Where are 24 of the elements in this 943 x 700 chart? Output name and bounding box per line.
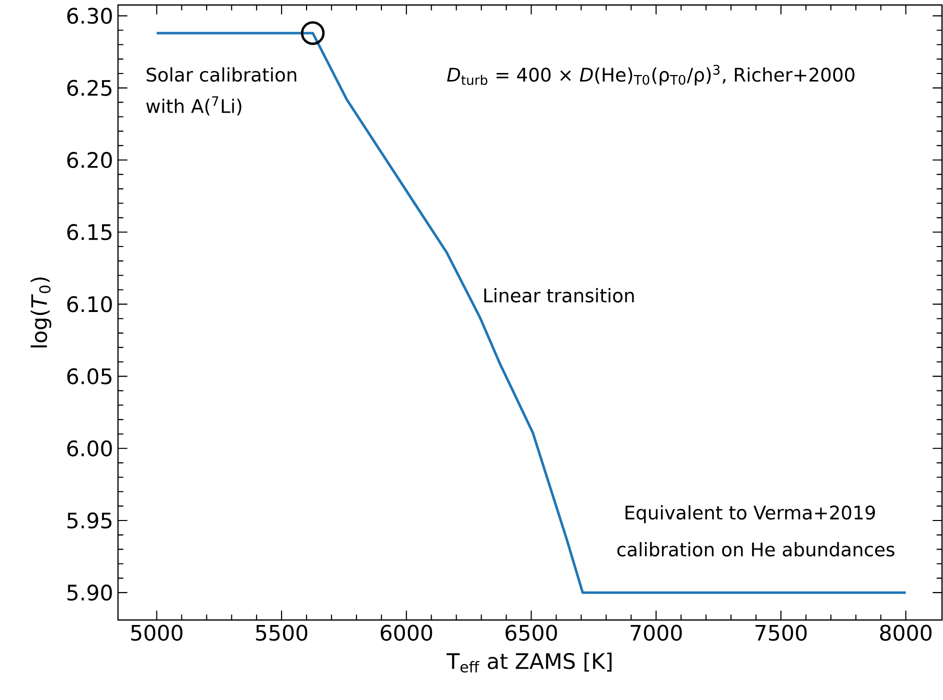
x-tick-label: 6000 xyxy=(380,624,432,641)
annotation: Equivalent to Verma+2019 xyxy=(626,505,875,524)
annotation: Linear transition xyxy=(484,288,634,302)
annotation: Solar calibration xyxy=(146,67,296,82)
x-tick-label: 8000 xyxy=(880,624,932,641)
x-tick-label: 7500 xyxy=(756,624,807,641)
y-tick-label: 5.90 xyxy=(67,584,112,601)
y-axis-title: log(T$_{0}$) xyxy=(30,277,52,348)
y-tick-label: 6.05 xyxy=(67,368,112,384)
x-axis-title: T$_{eff}$ at ZAMS [K] xyxy=(446,652,612,673)
y-tick-label: 5.95 xyxy=(67,512,112,529)
y-tick-label: 6.30 xyxy=(67,8,112,24)
y-tick-label: 6.00 xyxy=(67,440,112,456)
y-tick-label: 6.25 xyxy=(67,80,112,96)
annotation: with A($^{7}$Li) xyxy=(146,96,242,116)
text: D$_{turb}$ = 400 × D(He)$_{T0}$(ρ$_{T0}$/ρ)$^{3}$, Richer+2000 xyxy=(447,64,854,86)
x-tick-label: 5500 xyxy=(256,624,308,641)
x-tick-label: 5000 xyxy=(131,624,182,641)
x-tick-label: 6500 xyxy=(506,624,557,641)
y-tick-label: 6.15 xyxy=(67,224,112,240)
annotation: calibration on He abundances xyxy=(617,542,894,556)
y-tick-label: 6.10 xyxy=(67,296,112,312)
x-tick-label: 7000 xyxy=(630,624,682,641)
y-tick-label: 6.20 xyxy=(67,152,112,168)
